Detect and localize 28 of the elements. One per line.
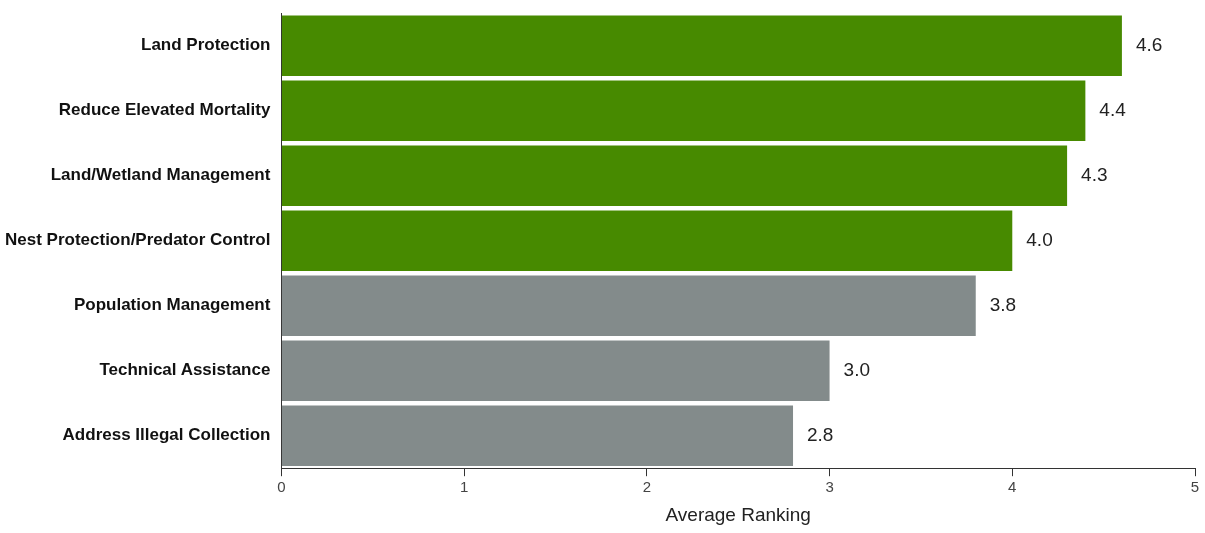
data-label: 4.0	[1026, 228, 1053, 250]
y-tick-label: Population Management	[73, 295, 271, 315]
y-tick-label: Nest Protection/Predator Control	[5, 230, 271, 250]
data-label: 4.3	[1081, 163, 1108, 185]
y-tick-label: Technical Assistance	[99, 360, 271, 380]
y-tick-label: Address Illegal Collection	[62, 425, 271, 445]
bar	[281, 15, 1122, 76]
x-axis-title: Average Ranking	[665, 503, 811, 525]
bar	[281, 275, 976, 336]
bar	[281, 80, 1086, 141]
x-tick-label: 5	[1190, 478, 1200, 496]
y-tick-label: Land/Wetland Management	[50, 165, 271, 185]
data-label: 3.0	[843, 358, 870, 380]
x-tick-label: 1	[459, 478, 469, 496]
y-tick-label: Land Protection	[141, 35, 271, 55]
data-label: 2.8	[807, 423, 834, 445]
data-label: 3.8	[989, 293, 1017, 315]
x-tick-label: 4	[1008, 478, 1017, 496]
x-tick-label: 2	[642, 478, 652, 496]
x-tick-label: 3	[825, 478, 834, 496]
bar	[281, 405, 794, 466]
y-tick-label: Reduce Elevated Mortality	[58, 100, 271, 120]
data-label: 4.6	[1135, 33, 1163, 55]
bar	[281, 340, 830, 401]
bar	[281, 210, 1013, 271]
bar	[281, 145, 1068, 206]
data-label: 4.4	[1099, 98, 1127, 120]
x-tick-label: 0	[277, 478, 286, 496]
